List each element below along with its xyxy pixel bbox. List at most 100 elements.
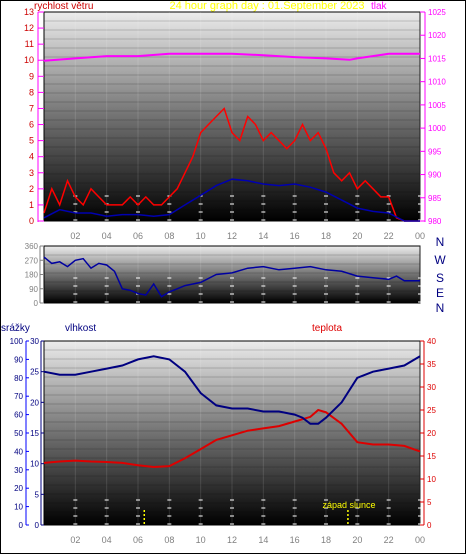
direction-axis-tick-label: 270 xyxy=(25,256,39,265)
wind-axis-tick-label: 6 xyxy=(29,120,34,130)
wind-panel-hour-label: 20 xyxy=(352,231,362,241)
rain-axis-tick-label: 70 xyxy=(14,392,23,401)
compass-label-w: W xyxy=(434,253,446,267)
climate-panel-hour-label: 12 xyxy=(227,535,237,545)
rain-humidity-temperature-panel: 0102030405060708090100051015202530051015… xyxy=(10,337,437,545)
humidity-line xyxy=(43,355,421,425)
climate-panel-background xyxy=(44,341,420,525)
temperature-axis-tick-label: 15 xyxy=(427,452,436,461)
temperature-axis-tick-label: 40 xyxy=(427,337,436,346)
humidity-axis-label: vlhkost xyxy=(65,323,96,334)
direction-axis-tick-label: 180 xyxy=(25,271,39,280)
humidity-axis-tick-label: 15 xyxy=(30,429,39,438)
climate-panel-hour-label: 16 xyxy=(290,535,300,545)
climate-panel-hour-label: 08 xyxy=(164,535,174,545)
wind-direction-line xyxy=(43,256,420,298)
temperature-axis-tick-label: 30 xyxy=(427,383,436,392)
humidity-axis-tick-label: 10 xyxy=(30,460,39,469)
rain-axis-tick-label: 40 xyxy=(14,447,23,456)
chart-title: 24 hour graph day : 01.September 2023 xyxy=(169,0,364,12)
compass-label-e: E xyxy=(436,286,444,300)
pressure-axis-tick-label: 1005 xyxy=(428,101,446,110)
wind-axis-tick-label: 11 xyxy=(25,39,34,49)
pressure-axis-tick-label: 990 xyxy=(428,171,442,180)
climate-panel-hour-label: 04 xyxy=(102,535,112,545)
wind-direction-panel: 0 90 180 270 360 xyxy=(25,242,422,308)
wind-panel-border xyxy=(43,11,421,222)
pressure-axis-tick-label: 980 xyxy=(428,217,442,226)
pressure-axis-tick-label: 1020 xyxy=(428,31,446,40)
wind-pressure-panel: 0123456789101112139809859909951000100510… xyxy=(24,7,446,241)
climate-panel-hour-label: 10 xyxy=(196,535,206,545)
rain-axis-label: srážky xyxy=(1,323,30,334)
compass-label-n: N xyxy=(436,235,445,249)
climate-panel-hour-label: 02 xyxy=(70,535,80,545)
rain-axis-tick-label: 80 xyxy=(14,374,23,383)
wind-axis-tick-label: 2 xyxy=(29,184,34,194)
wind-axis-tick-label: 5 xyxy=(29,136,34,146)
pressure-label: tlak xyxy=(371,1,388,12)
wind-panel-hour-label: 12 xyxy=(227,231,237,241)
sunset-label: západ slunce xyxy=(322,500,375,510)
wind-panel-hour-label: 06 xyxy=(133,231,143,241)
wind-speed-line xyxy=(43,107,420,222)
pressure-axis-tick-label: 1010 xyxy=(428,78,446,87)
climate-panel-hour-label: 00 xyxy=(415,535,425,545)
temperature-axis-tick-label: 25 xyxy=(427,406,436,415)
rain-axis-tick-label: 100 xyxy=(10,337,24,346)
temperature-axis-tick-label: 5 xyxy=(427,498,432,507)
wind-axis-tick-label: 8 xyxy=(29,87,34,97)
wind-axis-tick-label: 10 xyxy=(24,55,34,65)
pressure-axis-tick-label: 1025 xyxy=(428,8,446,17)
wind-speed-label: rychlost větru xyxy=(34,1,93,12)
humidity-axis-tick-label: 30 xyxy=(30,337,39,346)
wind-axis-tick-label: 4 xyxy=(29,152,34,162)
wind-panel-hour-label: 22 xyxy=(384,231,394,241)
temperature-axis-tick-label: 20 xyxy=(427,429,436,438)
wind-panel-hour-label: 00 xyxy=(415,231,425,241)
wind-axis-tick-label: 0 xyxy=(29,216,34,226)
climate-panel-hour-label: 22 xyxy=(384,535,394,545)
wind-panel-hour-label: 08 xyxy=(164,231,174,241)
rain-axis-tick-label: 50 xyxy=(14,429,23,438)
wind-panel-hour-label: 14 xyxy=(258,231,268,241)
temperature-axis-label: teplota xyxy=(312,323,342,334)
climate-panel-hour-label: 18 xyxy=(321,535,331,545)
pressure-line xyxy=(43,52,420,62)
humidity-axis-tick-label: 5 xyxy=(35,490,40,499)
rain-axis-tick-label: 20 xyxy=(14,484,23,493)
rain-axis-tick-label: 0 xyxy=(19,521,24,530)
direction-axis-tick-label: 360 xyxy=(25,242,39,251)
rain-axis-tick-label: 90 xyxy=(14,355,23,364)
wind-axis-tick-label: 9 xyxy=(29,71,34,81)
pressure-axis-tick-label: 985 xyxy=(428,194,442,203)
wind-panel-background xyxy=(44,12,420,221)
wind-panel-hour-label: 04 xyxy=(102,231,112,241)
wind-panel-hour-label: 10 xyxy=(196,231,206,241)
wind-axis-tick-label: 1 xyxy=(29,200,34,210)
pressure-axis-tick-label: 1000 xyxy=(428,124,446,133)
humidity-axis-tick-label: 20 xyxy=(30,398,39,407)
climate-panel-hour-label: 06 xyxy=(133,535,143,545)
temperature-line xyxy=(43,408,421,469)
direction-axis-tick-label: 0 xyxy=(34,299,39,308)
wind-axis-tick-label: 12 xyxy=(24,23,34,33)
rain-axis-tick-label: 30 xyxy=(14,466,23,475)
compass-label-n: N xyxy=(436,301,445,315)
compass-label-s: S xyxy=(436,271,444,285)
humidity-axis-tick-label: 0 xyxy=(35,521,40,530)
temperature-axis-tick-label: 35 xyxy=(427,360,436,369)
wind-average-line xyxy=(43,178,420,222)
direction-axis-tick-label: 90 xyxy=(29,285,38,294)
temperature-axis-tick-label: 0 xyxy=(427,521,432,530)
humidity-axis-tick-label: 25 xyxy=(30,368,39,377)
rain-axis-tick-label: 10 xyxy=(14,503,23,512)
wind-axis-tick-label: 7 xyxy=(29,103,34,113)
climate-panel-hour-label: 20 xyxy=(352,535,362,545)
wind-panel-hour-label: 02 xyxy=(70,231,80,241)
pressure-axis-tick-label: 1015 xyxy=(428,54,446,63)
wind-panel-hour-label: 18 xyxy=(321,231,331,241)
pressure-axis-tick-label: 995 xyxy=(428,147,442,156)
